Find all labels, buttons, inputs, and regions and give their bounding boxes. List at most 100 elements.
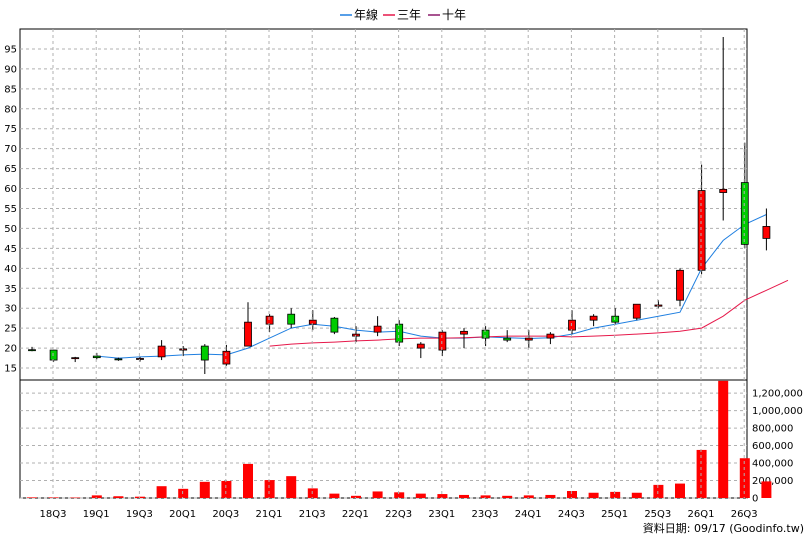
- volume-bar: [27, 497, 37, 498]
- source-note: 資料日期: 09/17 (Goodinfo.tw): [643, 521, 804, 535]
- price-tick-label: 35: [4, 284, 17, 295]
- x-tick-label: 23Q3: [472, 509, 499, 520]
- candle-body: [28, 349, 36, 352]
- candle-body: [330, 317, 339, 333]
- candle: [460, 328, 468, 349]
- candle: [179, 346, 188, 357]
- volume-bar: [351, 495, 361, 498]
- volume-tick-label: 1,000,000: [752, 406, 803, 417]
- x-tick-label: 25Q3: [644, 509, 671, 520]
- candle: [438, 330, 447, 357]
- candle: [136, 356, 144, 362]
- price-tick-label: 15: [4, 364, 17, 375]
- candle-body: [503, 337, 512, 341]
- volume-tick-label: 200,000: [752, 476, 793, 487]
- candle-body: [697, 190, 706, 271]
- volume-bars: [27, 380, 772, 499]
- candle: [373, 316, 382, 337]
- volume-bar: [588, 492, 599, 498]
- volume-bar: [135, 496, 145, 498]
- candle-body: [416, 343, 425, 349]
- candle-body: [546, 333, 555, 339]
- price-tick-label: 50: [4, 224, 17, 235]
- x-tick-label: 19Q3: [126, 509, 153, 520]
- candle-body: [676, 269, 684, 301]
- candle-body: [287, 313, 296, 325]
- candle-body: [762, 226, 771, 239]
- volume-bar: [739, 458, 750, 498]
- volume-bar: [264, 480, 275, 498]
- candle: [503, 330, 512, 343]
- volume-bar: [156, 486, 167, 498]
- x-tick-label: 20Q1: [169, 509, 196, 520]
- candle: [265, 314, 274, 333]
- candle-body: [611, 315, 620, 323]
- candle: [244, 302, 252, 347]
- volume-bar: [567, 491, 577, 498]
- volume-tick-label: 800,000: [752, 424, 793, 435]
- x-tick-label: 26Q3: [731, 509, 758, 520]
- candle-body: [524, 337, 533, 341]
- candle-body: [740, 182, 749, 245]
- candle-body: [589, 315, 598, 321]
- candle: [611, 308, 620, 325]
- price-panel: [19, 28, 748, 381]
- volume-tick-label: 1,200,000: [752, 389, 803, 400]
- candle: [632, 303, 641, 321]
- candle: [568, 310, 576, 335]
- volume-bar: [243, 463, 253, 498]
- volume-bar: [459, 494, 469, 498]
- price-tick-label: 60: [4, 184, 17, 195]
- volume-bar: [199, 481, 210, 498]
- x-grid: [52, 29, 745, 498]
- volume-bar: [653, 484, 664, 498]
- volume-panel: [19, 379, 748, 499]
- candle-body: [719, 188, 728, 193]
- candle-body: [460, 330, 468, 335]
- candle-body: [308, 319, 317, 325]
- volume-bar: [91, 495, 102, 498]
- candle: [71, 356, 80, 363]
- x-tick-label: 25Q1: [601, 509, 628, 520]
- volume-bar: [394, 492, 405, 498]
- legend: 年線 三年 十年: [340, 7, 466, 22]
- volume-bar: [178, 488, 189, 498]
- candle: [762, 208, 771, 251]
- x-tick-label: 21Q3: [299, 509, 326, 520]
- volume-bar: [761, 481, 772, 498]
- candle: [676, 268, 684, 307]
- candles: [28, 36, 771, 375]
- price-tick-label: 75: [4, 124, 17, 135]
- candle: [654, 300, 663, 309]
- candle: [330, 316, 339, 335]
- legend-label-sannian: 三年: [397, 8, 421, 22]
- volume-bar: [48, 497, 59, 498]
- volume-bar: [696, 449, 707, 498]
- candle: [524, 330, 533, 349]
- candle: [546, 332, 555, 345]
- volume-bar: [372, 491, 383, 498]
- candle: [287, 308, 296, 329]
- candle: [92, 352, 101, 360]
- candle-body: [568, 319, 576, 331]
- price-axis-ticks: 15 20 25 30 35 40 45 50 55 60 65 70 75 80 85 90 95: [4, 44, 17, 374]
- x-tick-label: 20Q3: [212, 509, 239, 520]
- price-tick-label: 65: [4, 164, 17, 175]
- candle-body: [438, 331, 447, 351]
- x-tick-label: 18Q3: [40, 509, 67, 520]
- candle: [308, 310, 317, 331]
- legend-label-shinian: 十年: [442, 8, 466, 22]
- candle: [200, 344, 209, 375]
- x-axis-ticks: 18Q3 19Q1 19Q3 20Q1 20Q3 21Q1 21Q3 22Q1 22Q3 23Q1…: [40, 509, 758, 520]
- volume-bar: [675, 483, 685, 498]
- volume-axis-ticks: 0 200,000 400,000 600,000 800,000 1,000,000 1,…: [752, 389, 803, 505]
- x-tick-label: 22Q1: [342, 509, 369, 520]
- volume-bar: [545, 494, 556, 498]
- candle: [352, 326, 360, 343]
- candle-body: [114, 358, 123, 361]
- price-tick-label: 45: [4, 244, 17, 255]
- candle: [28, 346, 36, 352]
- price-tick-label: 55: [4, 204, 17, 215]
- price-tick-label: 85: [4, 84, 17, 95]
- price-tick-label: 80: [4, 104, 17, 115]
